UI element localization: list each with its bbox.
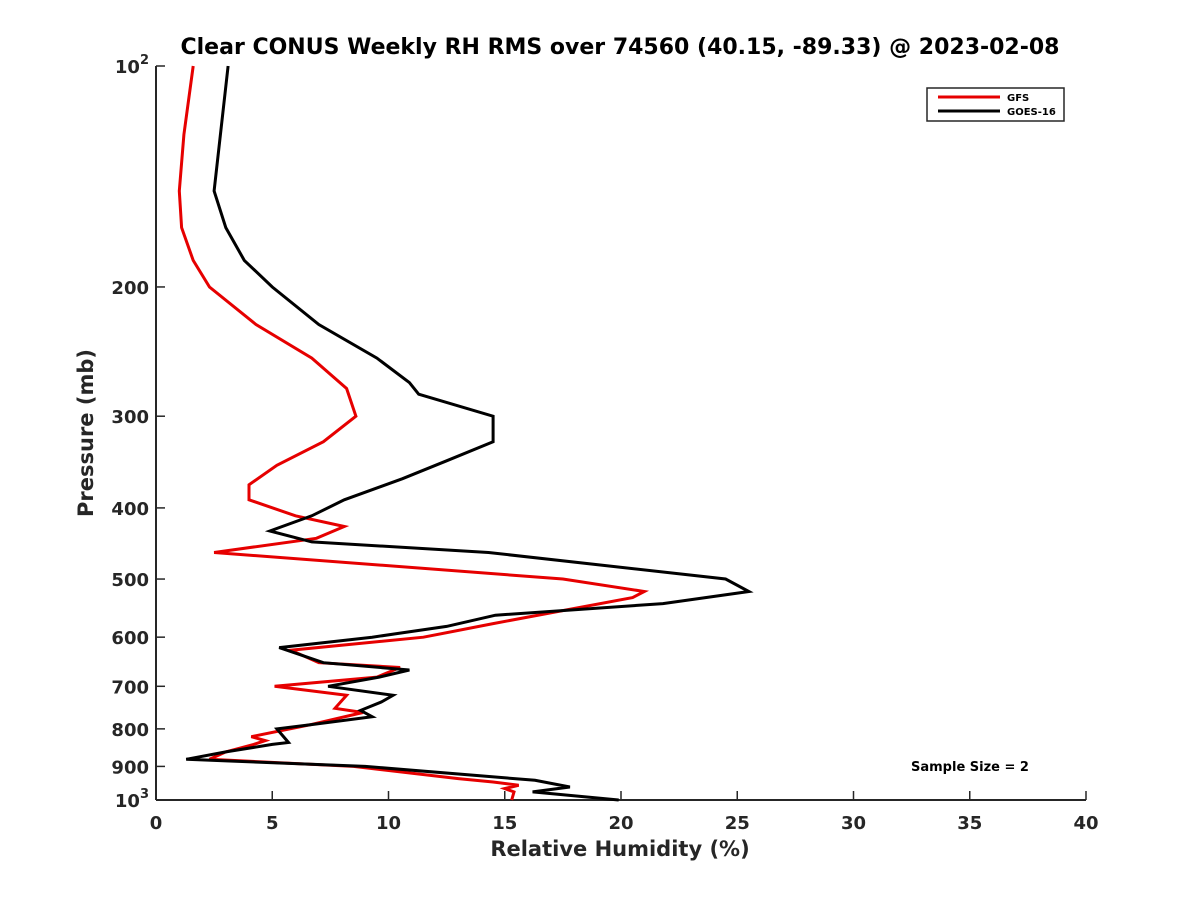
- y-tick-label: 600: [111, 628, 149, 649]
- y-tick-label-base: 10: [115, 57, 140, 78]
- x-tick-label: 20: [608, 813, 633, 834]
- y-tick-label: 700: [111, 677, 149, 698]
- legend-box: [926, 87, 1065, 122]
- y-tick-label-base: 200: [111, 278, 149, 299]
- x-axis-label: Relative Humidity (%): [490, 837, 749, 861]
- y-tick-label: 103: [115, 787, 149, 812]
- x-tick-label: 35: [957, 813, 982, 834]
- y-tick-label-base: 300: [111, 407, 149, 428]
- y-tick-label-exponent: 2: [140, 53, 149, 68]
- sample-size-annotation: Sample Size = 2: [911, 760, 1029, 775]
- series-line-gfs: [177, 65, 650, 801]
- y-tick-label: 300: [111, 407, 149, 428]
- y-tick-label-base: 10: [115, 791, 140, 812]
- y-axis-label: Pressure (mb): [74, 349, 98, 517]
- y-tick-label: 800: [111, 720, 149, 741]
- x-tick-label: 0: [150, 813, 163, 834]
- y-tick-label: 400: [111, 499, 149, 520]
- y-tick-label: 102: [115, 53, 149, 78]
- y-tick-label-base: 800: [111, 720, 149, 741]
- legend-label: GFS: [1007, 93, 1029, 104]
- y-tick-label: 900: [111, 757, 149, 778]
- y-tick-label-base: 900: [111, 757, 149, 778]
- series-line-goes-16: [185, 65, 754, 802]
- x-tick-label: 30: [841, 813, 866, 834]
- y-tick-label: 200: [111, 278, 149, 299]
- x-tick-label: 15: [492, 813, 517, 834]
- y-tick-label-base: 600: [111, 628, 149, 649]
- y-tick-label-base: 700: [111, 677, 149, 698]
- y-tick-label: 500: [111, 570, 149, 591]
- x-tick-label: 25: [725, 813, 750, 834]
- x-tick-label: 40: [1073, 813, 1098, 834]
- legend: GFS GOES-16: [926, 87, 1065, 122]
- y-tick-label-base: 500: [111, 570, 149, 591]
- chart-title: Clear CONUS Weekly RH RMS over 74560 (40…: [181, 35, 1060, 60]
- x-tick-label: 10: [376, 813, 401, 834]
- x-tick-label: 5: [266, 813, 279, 834]
- y-tick-label-base: 400: [111, 499, 149, 520]
- legend-label: GOES-16: [1007, 107, 1056, 118]
- y-tick-label-exponent: 3: [140, 787, 149, 802]
